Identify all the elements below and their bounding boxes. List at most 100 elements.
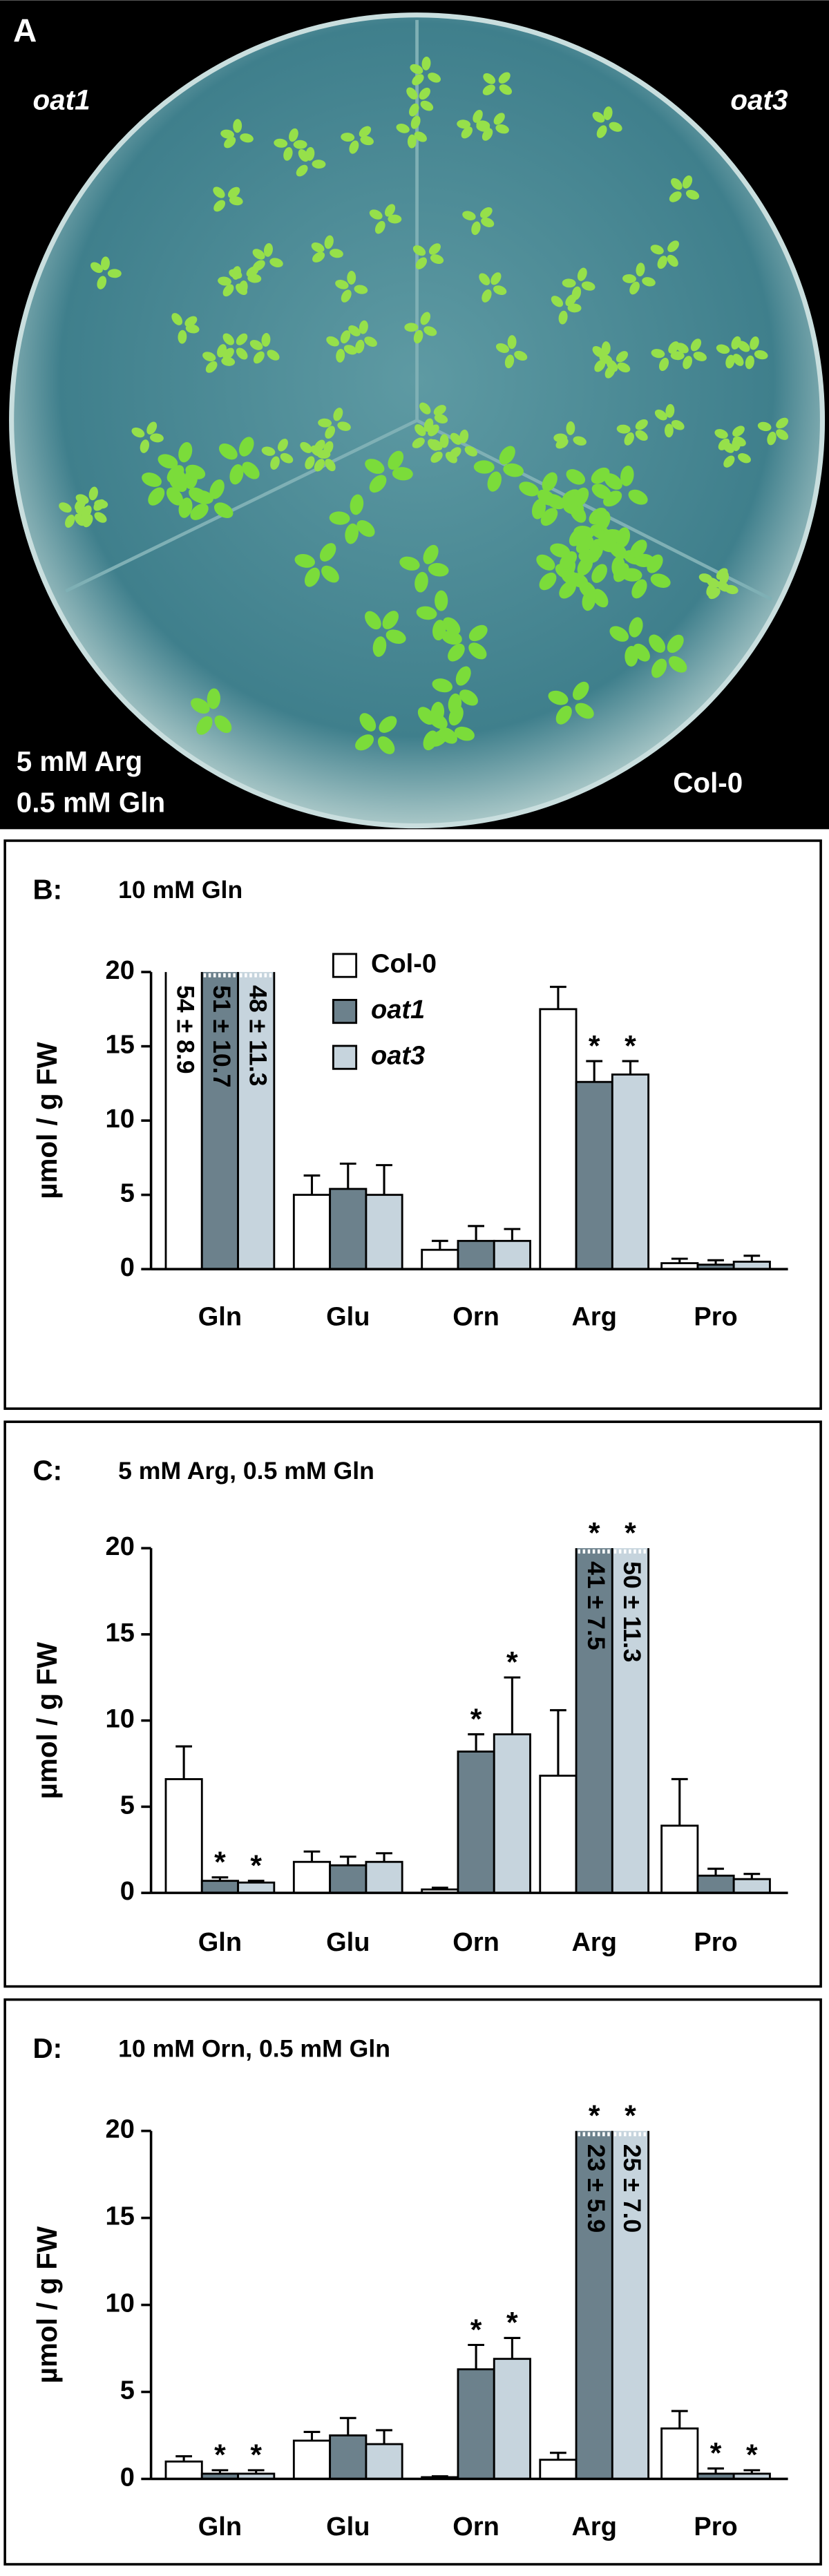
leaf xyxy=(616,527,631,548)
leaf xyxy=(642,277,656,287)
leaf xyxy=(667,240,679,252)
leaf xyxy=(296,164,308,177)
leaf xyxy=(732,354,744,366)
bar xyxy=(457,1239,495,1270)
leaf xyxy=(595,511,611,531)
leaf xyxy=(202,352,216,362)
leaf xyxy=(601,341,611,356)
leaf xyxy=(417,707,435,725)
leaf xyxy=(669,191,682,202)
leaf xyxy=(75,494,89,504)
y-tick-label: 5 xyxy=(120,1791,135,1820)
y-tick-label: 10 xyxy=(106,2289,135,2318)
bar xyxy=(365,1860,403,1893)
leaf xyxy=(355,339,365,354)
bar xyxy=(365,1194,403,1270)
panel-label: D: xyxy=(33,2032,63,2064)
leaf xyxy=(432,620,446,641)
leaf xyxy=(609,122,622,132)
chart-title: 10 mM Gln xyxy=(118,876,242,904)
leaf xyxy=(667,634,684,653)
x-tick-label: Arg xyxy=(571,1928,616,1957)
leaf xyxy=(349,140,359,154)
leaf xyxy=(621,568,642,582)
leaf xyxy=(354,285,368,294)
leaf xyxy=(609,626,629,642)
leaf xyxy=(385,629,406,644)
legend-swatch xyxy=(332,999,358,1024)
y-tick-label: 20 xyxy=(106,956,135,985)
significance-star: * xyxy=(250,2439,262,2472)
leaf xyxy=(189,487,208,504)
x-tick-label: Pro xyxy=(694,1303,737,1332)
significance-star: * xyxy=(506,1646,518,1679)
leaf xyxy=(464,446,477,457)
leaf xyxy=(493,113,505,125)
leaf xyxy=(314,459,325,472)
leaf xyxy=(382,611,399,629)
leaf xyxy=(207,688,220,709)
panel-frame xyxy=(3,1998,822,2566)
y-tick-label: 10 xyxy=(106,1705,135,1734)
leaf xyxy=(693,352,707,361)
leaf xyxy=(412,437,425,448)
leaf xyxy=(559,580,577,599)
leaf xyxy=(683,356,693,370)
leaf xyxy=(377,736,395,754)
leaf xyxy=(214,715,232,734)
leaf xyxy=(213,502,234,518)
significance-star: * xyxy=(589,1029,600,1062)
leaf xyxy=(359,713,377,732)
leaf xyxy=(716,344,730,354)
leaf xyxy=(412,74,424,86)
leaf xyxy=(607,359,618,372)
leaf xyxy=(209,479,225,499)
leaf xyxy=(131,427,145,438)
leaf xyxy=(738,453,751,464)
chart-title: 5 mM Arg, 0.5 mM Gln xyxy=(118,1457,374,1485)
leaf xyxy=(435,590,448,611)
leaf xyxy=(300,441,312,453)
leaf xyxy=(725,584,739,595)
leaf xyxy=(310,445,323,457)
leaf xyxy=(519,481,539,497)
value-label: 54 ± 8.9 xyxy=(172,985,200,1074)
bar xyxy=(164,2460,203,2479)
leaf xyxy=(562,278,576,288)
y-tick-label: 15 xyxy=(106,1619,135,1648)
leaf xyxy=(651,658,667,678)
bar xyxy=(611,1074,650,1270)
leaf xyxy=(277,439,288,452)
significance-star: * xyxy=(589,1516,600,1549)
significance-star: * xyxy=(746,2439,758,2472)
leaf xyxy=(493,285,507,296)
leaf xyxy=(558,310,568,325)
leaf xyxy=(591,484,611,499)
leaf xyxy=(473,109,483,123)
panel-label: C: xyxy=(33,1454,63,1486)
x-tick-label: Glu xyxy=(326,2512,370,2541)
leaf xyxy=(649,634,666,653)
leaf xyxy=(495,124,509,134)
y-axis-label: µmol / g FW xyxy=(31,1641,63,1799)
leaf xyxy=(333,408,343,421)
leaf xyxy=(664,423,674,438)
leaf xyxy=(253,351,265,364)
leaf xyxy=(399,556,420,571)
bar xyxy=(329,2434,368,2479)
leaf xyxy=(222,284,234,297)
value-label: 23 ± 5.9 xyxy=(582,2144,610,2233)
leaf xyxy=(323,441,334,455)
leaf xyxy=(242,461,260,479)
leaf xyxy=(498,72,511,84)
leaf xyxy=(347,271,356,285)
bar xyxy=(237,1881,276,1893)
leaf xyxy=(665,403,675,418)
significance-star: * xyxy=(506,2307,518,2340)
leaf xyxy=(94,512,107,523)
chart-title: 10 mM Orn, 0.5 mM Gln xyxy=(118,2035,390,2063)
leaf xyxy=(97,276,107,289)
leaf xyxy=(459,429,469,443)
leaf xyxy=(423,730,438,751)
leaf xyxy=(142,472,162,487)
